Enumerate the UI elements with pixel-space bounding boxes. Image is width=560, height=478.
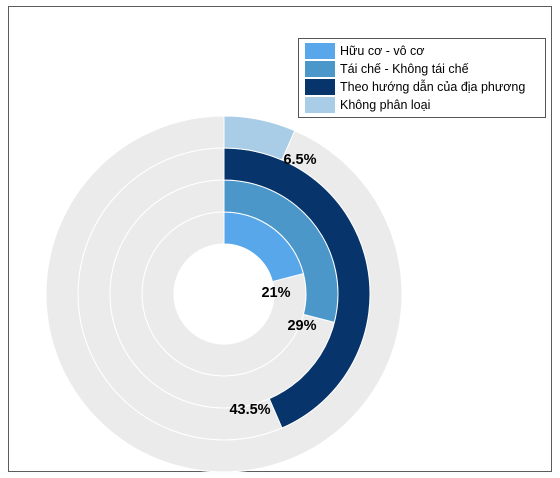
value-label-1: 29% xyxy=(287,318,316,334)
value-label-2: 43.5% xyxy=(229,402,270,418)
legend-label-2: Theo hướng dẫn của địa phương xyxy=(340,80,526,94)
chart-legend: Hữu cơ - vô cơ Tái chế - Không tái chế T… xyxy=(298,38,546,118)
legend-swatch-2 xyxy=(305,79,335,95)
legend-swatch-0 xyxy=(305,43,335,59)
legend-label-3: Không phân loại xyxy=(340,98,431,112)
value-label-3: 6.5% xyxy=(283,152,316,168)
legend-item-0: Hữu cơ - vô cơ xyxy=(305,42,541,60)
legend-item-1: Tái chế - Không tái chế xyxy=(305,60,541,78)
bar-arc-2 xyxy=(223,147,371,429)
value-label-0: 21% xyxy=(261,285,290,301)
legend-item-3: Không phân loại xyxy=(305,96,541,114)
legend-label-1: Tái chế - Không tái chế xyxy=(340,62,469,76)
legend-item-2: Theo hướng dẫn của địa phương xyxy=(305,78,541,96)
legend-swatch-1 xyxy=(305,61,335,77)
legend-swatch-3 xyxy=(305,97,335,113)
legend-label-0: Hữu cơ - vô cơ xyxy=(340,44,425,58)
bar-arc-3 xyxy=(223,115,296,161)
